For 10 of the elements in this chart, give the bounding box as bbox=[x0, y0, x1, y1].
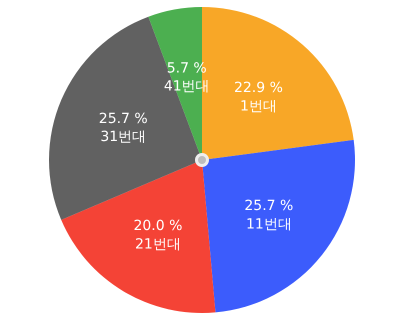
data-label: 25.7 % bbox=[244, 198, 294, 214]
data-label: 20.0 % bbox=[133, 218, 182, 234]
pie-slice bbox=[202, 140, 355, 312]
slice-label: 21번대 bbox=[135, 236, 181, 252]
slice-label: 11번대 bbox=[246, 216, 292, 232]
data-label: 25.7 % bbox=[98, 110, 148, 127]
slice-label: 1번대 bbox=[240, 98, 277, 114]
pie-slice bbox=[61, 160, 216, 313]
slice-label: 31번대 bbox=[100, 129, 146, 146]
data-label: 22.9 % bbox=[234, 80, 283, 96]
